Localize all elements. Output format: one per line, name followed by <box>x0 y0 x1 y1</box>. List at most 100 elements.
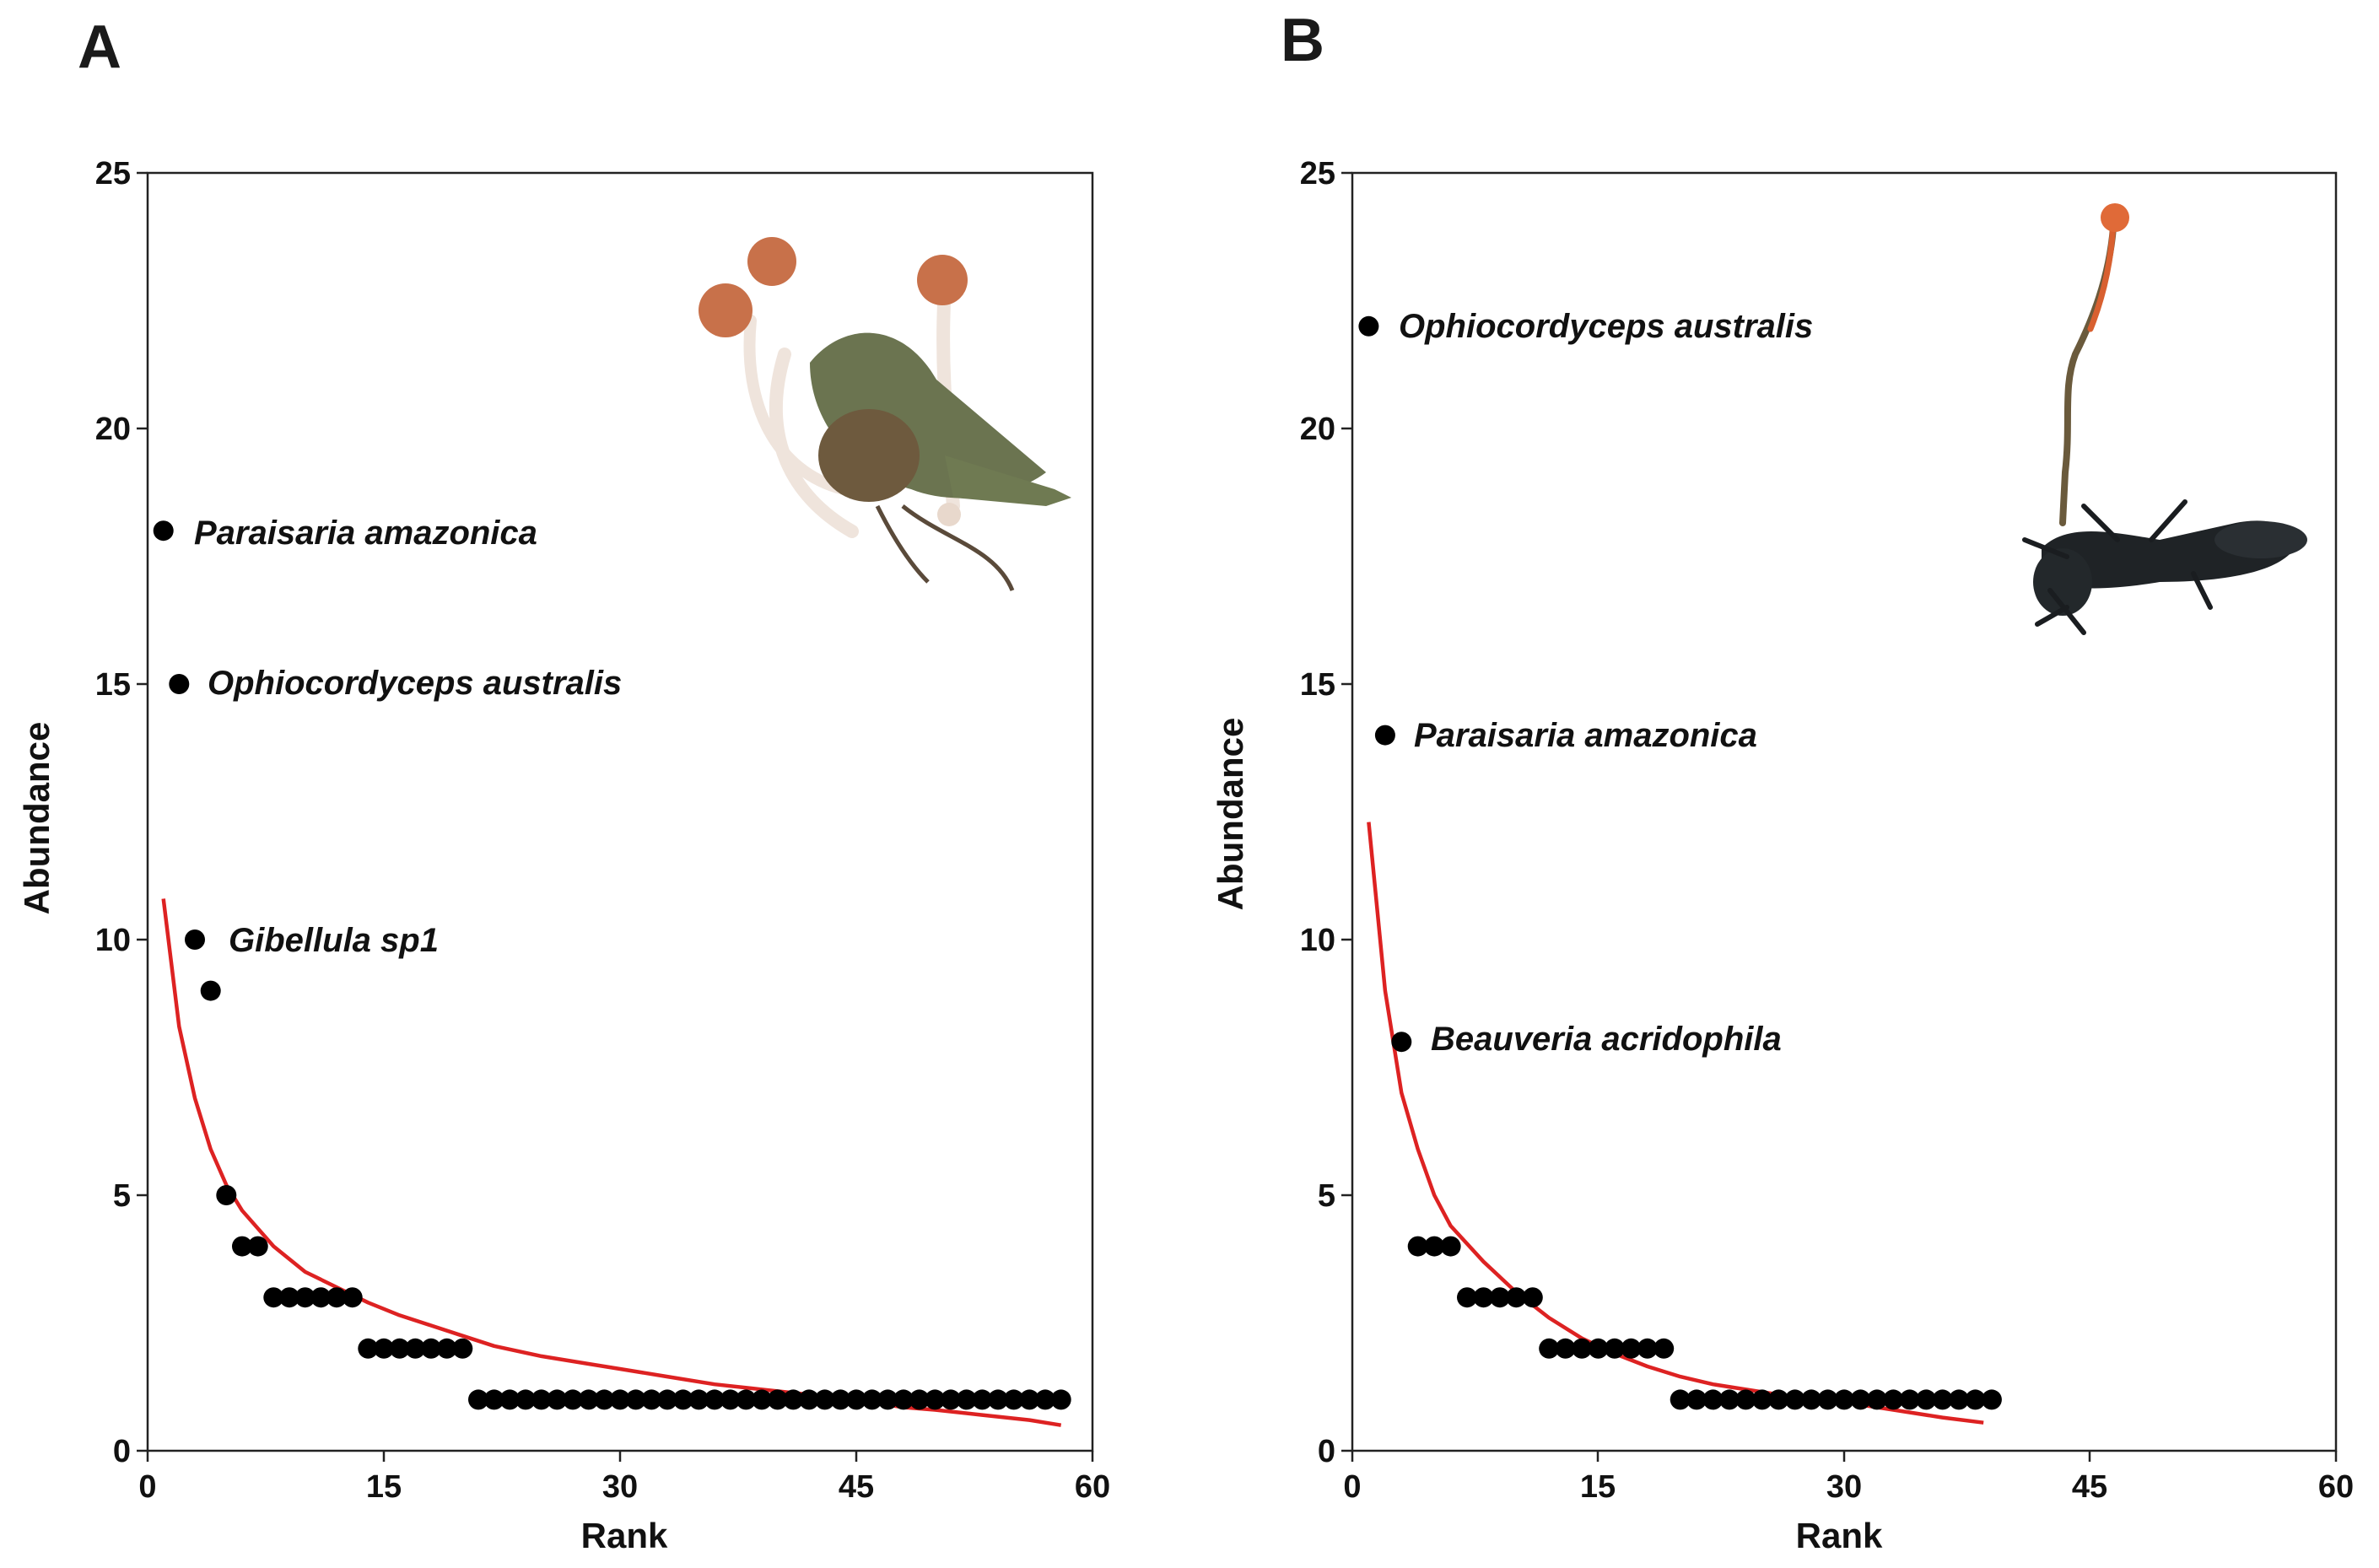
data-point <box>389 1338 410 1359</box>
data-point <box>563 1389 583 1410</box>
data-point <box>1473 1287 1494 1308</box>
data-point <box>893 1389 914 1410</box>
data-point <box>1035 1389 1055 1410</box>
data-point <box>200 980 221 1001</box>
data-point <box>326 1287 347 1308</box>
species-annotation: Beauveria acridophila <box>1431 1021 1782 1058</box>
x-axis-title: Rank <box>581 1516 668 1555</box>
y-tick-label: 20 <box>95 412 131 447</box>
data-point <box>877 1389 898 1410</box>
data-point <box>247 1236 268 1257</box>
data-point <box>1374 725 1395 746</box>
data-point <box>1817 1389 1838 1410</box>
plot-frame <box>1351 171 2338 1452</box>
data-point <box>1981 1389 2002 1410</box>
data-point <box>1391 1032 1412 1053</box>
data-point <box>657 1389 677 1410</box>
data-point <box>610 1389 630 1410</box>
x-tick-label: 60 <box>1075 1469 1110 1505</box>
panel-label: A <box>78 13 121 81</box>
y-tick-label: 10 <box>95 923 131 958</box>
species-annotation: Ophiocordyceps australis <box>208 665 622 702</box>
series-layer <box>1358 315 2002 1425</box>
species-annotation: Paraisaria amazonica <box>1414 717 1757 754</box>
data-point <box>436 1338 457 1359</box>
data-point <box>1588 1338 1609 1359</box>
data-point <box>1407 1236 1428 1257</box>
data-point <box>814 1389 835 1410</box>
y-tick-label: 15 <box>1300 667 1335 703</box>
data-point <box>1883 1389 1904 1410</box>
species-annotation: Paraisaria amazonica <box>194 515 537 552</box>
data-point <box>1768 1389 1789 1410</box>
y-axis: 0 5 10 15 20 25 <box>1300 156 1352 1469</box>
x-tick-label: 0 <box>138 1469 156 1505</box>
data-point <box>452 1338 473 1359</box>
data-point <box>736 1389 757 1410</box>
data-point <box>846 1389 866 1410</box>
data-point <box>1866 1389 1887 1410</box>
fit-line <box>161 898 1062 1427</box>
data-point <box>1003 1389 1024 1410</box>
y-axis: 0 5 10 15 20 25 <box>95 156 148 1469</box>
data-point <box>279 1287 299 1308</box>
data-point <box>1572 1338 1593 1359</box>
data-point <box>153 520 174 542</box>
x-axis: 0 15 30 45 60 <box>1343 1451 2354 1505</box>
y-tick-label: 0 <box>113 1434 131 1469</box>
data-point <box>499 1389 521 1410</box>
y-axis-title: Abundance <box>1211 718 1250 911</box>
data-point <box>752 1389 772 1410</box>
data-point <box>1670 1389 1691 1410</box>
data-point <box>672 1389 693 1410</box>
y-tick-label: 10 <box>1300 923 1335 958</box>
series-layer <box>153 520 1071 1427</box>
data-point <box>531 1389 552 1410</box>
data-point <box>594 1389 615 1410</box>
data-point <box>1440 1236 1461 1257</box>
data-point <box>1850 1389 1871 1410</box>
data-point <box>1522 1287 1543 1308</box>
data-point <box>1604 1338 1625 1359</box>
data-point <box>941 1389 961 1410</box>
x-tick-label: 60 <box>2318 1469 2354 1505</box>
data-point <box>767 1389 788 1410</box>
data-point <box>1702 1389 1724 1410</box>
data-point <box>1932 1389 1953 1410</box>
panel-b: B Abundance Rank 0 5 10 15 20 25 <box>1211 7 2354 1555</box>
data-point <box>625 1389 646 1410</box>
data-point <box>1637 1338 1658 1359</box>
y-axis-title: Abundance <box>17 722 57 915</box>
panel-label: B <box>1281 7 1324 74</box>
data-point <box>799 1389 819 1410</box>
data-point <box>988 1389 1008 1410</box>
x-axis: 0 15 30 45 60 <box>138 1451 1110 1505</box>
panel-a: A Abundance Rank <box>17 13 1110 1555</box>
data-point <box>704 1389 725 1410</box>
data-point <box>688 1389 709 1410</box>
data-point <box>483 1389 504 1410</box>
data-point <box>1916 1389 1937 1410</box>
data-point <box>830 1389 851 1410</box>
data-point <box>1653 1338 1675 1359</box>
data-point <box>1424 1236 1445 1257</box>
data-point <box>1784 1389 1805 1410</box>
data-point <box>374 1338 394 1359</box>
y-tick-label: 5 <box>113 1178 131 1214</box>
data-point <box>578 1389 599 1410</box>
data-point <box>421 1338 441 1359</box>
data-point <box>720 1389 741 1410</box>
data-point <box>1899 1389 1920 1410</box>
fit-line <box>1367 822 1984 1425</box>
species-annotation: Ophiocordyceps australis <box>1399 308 1813 345</box>
x-tick-label: 45 <box>2072 1469 2107 1505</box>
data-point <box>358 1338 379 1359</box>
data-point <box>1489 1287 1510 1308</box>
x-tick-label: 45 <box>839 1469 874 1505</box>
data-point <box>1019 1389 1040 1410</box>
data-point <box>925 1389 946 1410</box>
data-point <box>1834 1389 1854 1410</box>
y-tick-label: 15 <box>95 667 131 703</box>
data-point <box>1539 1338 1560 1359</box>
